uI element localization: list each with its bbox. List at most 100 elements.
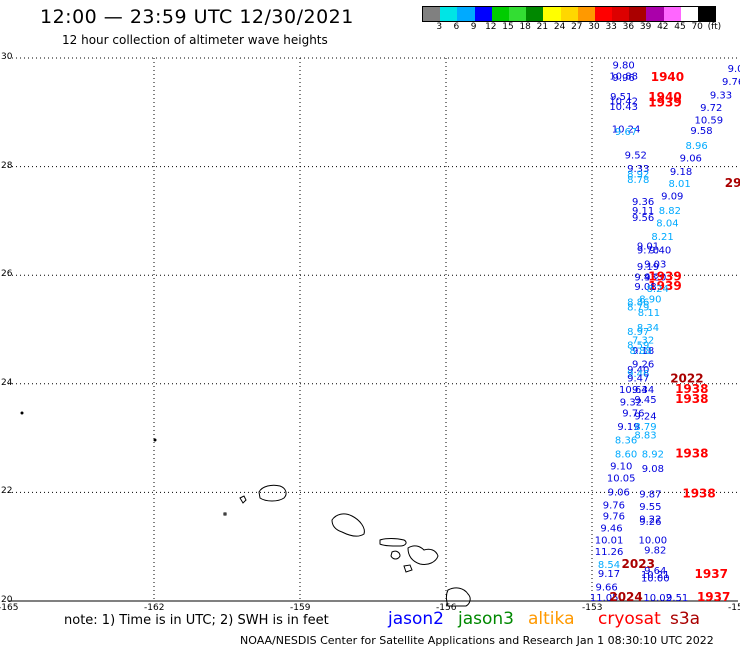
island-necker — [20, 411, 24, 415]
hawaiian-islands — [20, 411, 471, 607]
pass-time-label: 1940 — [651, 70, 684, 84]
pass-time-label: 1938 — [675, 392, 708, 406]
longitude-tick-label: -159 — [290, 603, 311, 613]
colorbar-swatch — [577, 7, 595, 21]
wave-height-label: 8.97 — [627, 327, 649, 338]
island-nihoa — [223, 512, 227, 516]
wave-height-label: 9.51 — [666, 593, 688, 604]
wave-height-label: 11.05 — [590, 593, 619, 604]
wave-height-label: 8.34 — [637, 323, 659, 334]
wave-height-label: 9.80 — [613, 61, 635, 72]
wave-height-label: 9.76 — [622, 409, 644, 420]
graticule — [8, 57, 738, 602]
colorbar-swatch — [594, 7, 613, 21]
wave-height-label: 9.56 — [632, 213, 654, 224]
pass-time-label: 29 — [725, 176, 740, 190]
wave-height-label: 10.01 — [595, 536, 624, 547]
colorbar-swatch — [560, 7, 578, 21]
wave-height-label: 8.90 — [639, 295, 661, 306]
island-french-frigate — [153, 438, 157, 442]
wave-height-label: 8.11 — [638, 308, 660, 319]
latitude-tick-label: 26 — [1, 269, 13, 280]
wave-height-label: 9.58 — [690, 126, 712, 137]
wave-height-label: 8.59 — [627, 341, 649, 352]
wave-height-label: 9.64 — [644, 566, 666, 577]
wave-height-label: 9.18 — [632, 346, 654, 357]
wave-height-label: 9.40 — [649, 246, 671, 257]
colorbar-swatch — [423, 7, 441, 21]
colorbar-swatch — [457, 7, 475, 21]
wave-height-label: 9.08 — [642, 464, 664, 475]
legend-item: s3a — [670, 609, 701, 629]
wave-height-label: 10.88 — [609, 71, 638, 82]
latitude-tick-label: 28 — [1, 160, 13, 171]
wave-height-label: 8.92 — [642, 449, 664, 460]
colorbar — [422, 6, 717, 22]
wave-height-label: 8.92 — [627, 170, 649, 181]
colorbar-label: 30 — [588, 22, 600, 32]
wave-height-label: 9.17 — [598, 569, 620, 580]
wave-height-label: 9.34 — [632, 385, 654, 396]
wave-height-label: 9.76 — [603, 512, 625, 523]
colorbar-swatch — [612, 7, 630, 21]
pass-time-label: 1938 — [675, 446, 708, 460]
longitude-tick-label: -153 — [582, 603, 603, 613]
wave-height-label: 9.06 — [608, 487, 630, 498]
wave-height-label: 9.76 — [722, 77, 740, 88]
pass-time-label: 1938 — [682, 486, 715, 500]
colorbar-swatch — [629, 7, 647, 21]
wave-height-label: 9.32 — [620, 398, 642, 409]
wave-height-label: 8.24 — [647, 284, 669, 295]
colorbar-swatch — [680, 7, 698, 21]
wave-height-label: 10.02 — [643, 593, 672, 604]
legend-item: jason2 — [388, 609, 444, 629]
wave-height-label: 9.18 — [670, 167, 692, 178]
pass-time-label: 2024 — [609, 590, 642, 604]
island-hawaii — [446, 587, 471, 607]
wave-height-label: 9.82 — [644, 545, 666, 556]
wave-height-label: 9.20 — [644, 272, 666, 283]
wave-height-label: 8.96 — [686, 141, 708, 152]
colorbar-swatch — [491, 7, 509, 21]
latitude-tick-label: 20 — [1, 595, 13, 605]
island-lanai — [390, 550, 401, 560]
pass-time-label: 1938 — [675, 382, 708, 396]
colorbar-swatch — [508, 7, 527, 21]
latitude-tick-label: 22 — [1, 486, 13, 497]
pass-time-label: 1940 — [648, 90, 681, 104]
footer-credit: NOAA/NESDIS Center for Satellite Applica… — [240, 634, 714, 647]
colorbar-swatch — [646, 7, 664, 21]
wave-height-label: 8.88 — [630, 346, 652, 357]
wave-height-label: 9.08 — [634, 282, 656, 293]
page-subtitle: 12 hour collection of altimeter wave hei… — [62, 33, 328, 47]
page-title: 12:00 — 23:59 UTC 12/30/2021 — [40, 6, 354, 28]
wave-height-label: 9.36 — [632, 197, 654, 208]
colorbar-label: 42 — [657, 22, 669, 32]
wave-height-label: 9.96 — [613, 73, 635, 84]
wave-height-label: 9.43 — [634, 272, 656, 283]
wave-height-label: 9.51 — [610, 92, 632, 103]
wave-height-label: 8.04 — [656, 219, 678, 230]
wave-height-label: 10.05 — [607, 474, 636, 485]
wave-height-label: 9.01 — [637, 241, 659, 252]
colorbar-swatch — [698, 7, 716, 21]
wave-height-label: 9.09 — [661, 191, 683, 202]
wave-height-label: 9.70 — [637, 246, 659, 257]
wave-height-label: 9.87 — [639, 489, 661, 500]
wave-height-label: 9.52 — [625, 151, 647, 162]
pass-time-label: 1939 — [648, 96, 681, 110]
wave-height-label: 9.19 — [637, 262, 659, 273]
colorbar-label: 21 — [536, 22, 549, 32]
wave-height-label: 9.45 — [634, 395, 656, 406]
wave-height-label: 8.36 — [615, 436, 637, 447]
wave-height-label: 9.10 — [610, 461, 632, 472]
wave-height-label: 8.79 — [627, 303, 649, 314]
wave-height-label: 9.67 — [615, 127, 637, 138]
wave-height-label: 10.43 — [609, 102, 638, 113]
island-oahu — [331, 513, 365, 537]
wave-height-label: 9.22 — [639, 514, 661, 525]
colorbar-swatch — [663, 7, 681, 21]
wave-height-label: 9.26 — [639, 517, 661, 528]
wave-height-label: 10.24 — [612, 125, 641, 136]
